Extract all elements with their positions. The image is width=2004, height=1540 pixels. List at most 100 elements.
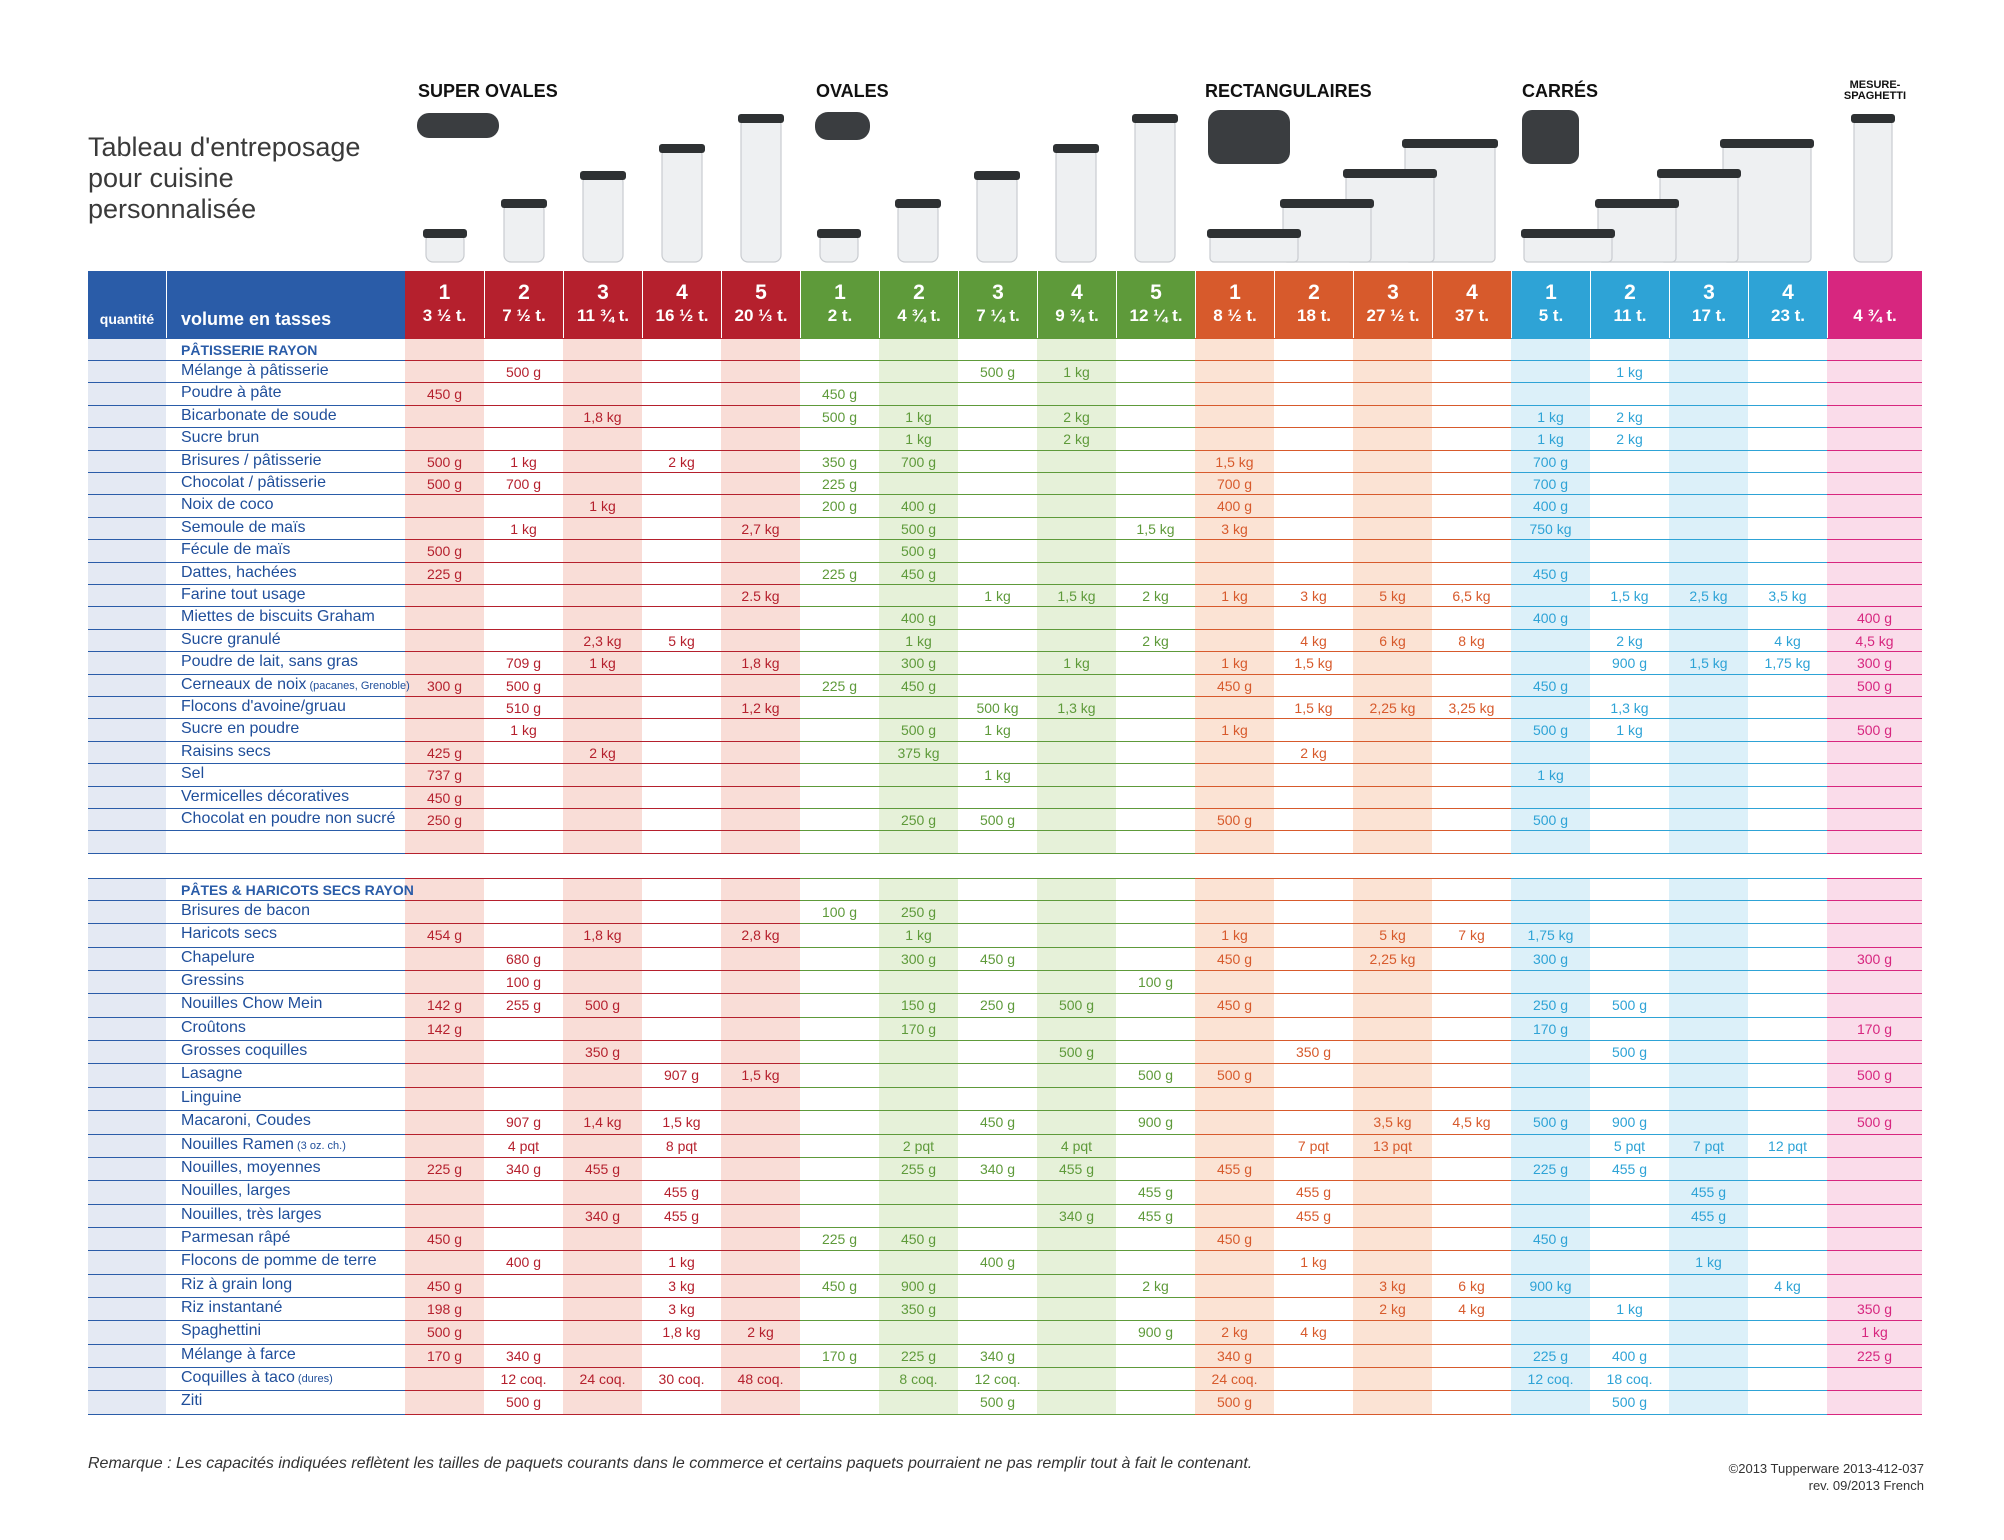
cell-value: 340 g bbox=[979, 1347, 1016, 1364]
cell-value: 170 g bbox=[821, 1347, 858, 1364]
row-rule bbox=[1116, 1087, 1195, 1088]
row-rule bbox=[1274, 741, 1353, 742]
item-name: Sel bbox=[181, 765, 204, 783]
row-rule bbox=[563, 562, 642, 563]
row-rule bbox=[1116, 539, 1195, 540]
row-rule bbox=[1037, 1087, 1116, 1088]
row-rule bbox=[1037, 382, 1116, 383]
row-rule bbox=[1432, 584, 1511, 585]
cell-value: 24 coq. bbox=[1211, 1371, 1258, 1387]
row-rule bbox=[484, 517, 563, 518]
title-line: personnalisée bbox=[88, 194, 257, 224]
row-rule bbox=[958, 900, 1037, 901]
cell-value: 500 g bbox=[1856, 1114, 1893, 1131]
row-rule bbox=[563, 878, 642, 879]
cell-value: 1,5 kg bbox=[1136, 520, 1175, 537]
cell-value: 450 g bbox=[979, 1114, 1016, 1131]
row-rule bbox=[1748, 405, 1827, 406]
row-rule bbox=[721, 427, 800, 428]
cell-value: 1 kg bbox=[589, 498, 616, 515]
row-rule bbox=[88, 606, 405, 607]
row-rule bbox=[642, 853, 721, 854]
cell-value: 4 kg bbox=[1300, 632, 1327, 649]
row-rule bbox=[1432, 1414, 1511, 1415]
row-rule bbox=[1511, 1274, 1590, 1275]
column-number: 1 bbox=[834, 281, 846, 304]
row-rule bbox=[88, 1250, 405, 1251]
container-mesure-spaghetti-lid bbox=[1851, 114, 1895, 123]
row-rule bbox=[405, 1180, 484, 1181]
cell-value: 1 kg bbox=[984, 588, 1011, 604]
row-rule bbox=[1274, 947, 1353, 948]
row-rule bbox=[1274, 1390, 1353, 1391]
row-rule bbox=[1432, 830, 1511, 831]
cell-value: 400 g bbox=[1216, 498, 1253, 515]
cell-value: 250 g bbox=[1532, 997, 1569, 1014]
row-rule bbox=[88, 1274, 405, 1275]
row-rule bbox=[1353, 1367, 1432, 1368]
row-rule bbox=[1827, 629, 1922, 630]
row-rule bbox=[1827, 808, 1922, 809]
row-rule bbox=[88, 1414, 405, 1415]
column-band bbox=[1353, 338, 1432, 853]
row-rule bbox=[1827, 517, 1922, 518]
cell-value: 225 g bbox=[1532, 1347, 1569, 1364]
item-label: Cerneaux de noix bbox=[181, 675, 307, 693]
row-rule bbox=[1274, 923, 1353, 924]
cell-value: 455 g bbox=[663, 1184, 700, 1201]
cell-value: 2,25 kg bbox=[1369, 700, 1416, 716]
row-rule bbox=[484, 696, 563, 697]
item-name: Semoule de maïs bbox=[181, 519, 306, 537]
row-rule bbox=[1195, 1344, 1274, 1345]
item-label: Nouilles, très larges bbox=[181, 1205, 322, 1223]
item-label: Linguine bbox=[181, 1088, 242, 1106]
row-rule bbox=[1037, 674, 1116, 675]
row-rule bbox=[721, 1414, 800, 1415]
cell-value: 300 g bbox=[1532, 950, 1569, 967]
header-column: 4 ¾ t. bbox=[1828, 271, 1922, 338]
column-number: 1 bbox=[1229, 281, 1241, 304]
row-rule bbox=[1748, 808, 1827, 809]
item-name: Flocons de pomme de terre bbox=[181, 1252, 377, 1270]
row-rule bbox=[1827, 1063, 1922, 1064]
column-number: 2 bbox=[518, 281, 530, 304]
row-rule bbox=[958, 970, 1037, 971]
row-rule bbox=[1274, 1344, 1353, 1345]
row-rule bbox=[642, 1390, 721, 1391]
row-rule bbox=[1432, 718, 1511, 719]
cell-value: 2 kg bbox=[1063, 431, 1090, 448]
row-rule bbox=[1590, 853, 1669, 854]
cell-value: 2,7 kg bbox=[741, 520, 780, 537]
cell-value: 455 g bbox=[1690, 1207, 1727, 1224]
row-rule bbox=[1748, 830, 1827, 831]
cell-value: 500 g bbox=[900, 520, 937, 537]
cell-value: 225 g bbox=[821, 476, 858, 492]
row-rule bbox=[1511, 1297, 1590, 1298]
row-rule bbox=[642, 1414, 721, 1415]
cell-value: 100 g bbox=[821, 904, 858, 920]
row-rule bbox=[484, 1134, 563, 1135]
row-rule bbox=[405, 947, 484, 948]
row-rule bbox=[1037, 970, 1116, 971]
cell-value: 250 g bbox=[900, 812, 937, 828]
row-rule bbox=[1116, 1134, 1195, 1135]
column-band bbox=[1827, 338, 1922, 853]
row-rule bbox=[1432, 1063, 1511, 1064]
cell-value: 1 kg bbox=[1221, 588, 1248, 604]
row-rule bbox=[1353, 1040, 1432, 1041]
cell-value: 255 g bbox=[900, 1160, 937, 1177]
header-column: 1 8 ½ t. bbox=[1196, 271, 1274, 338]
row-rule bbox=[642, 427, 721, 428]
row-rule bbox=[1432, 993, 1511, 994]
row-rule bbox=[879, 629, 958, 630]
row-rule bbox=[1195, 1320, 1274, 1321]
item-label: Sucre en poudre bbox=[181, 720, 300, 738]
header-column: 3 7 ¼ t. bbox=[959, 271, 1037, 338]
item-name: Mélange à farce bbox=[181, 1346, 296, 1364]
row-rule bbox=[563, 1134, 642, 1135]
row-rule bbox=[1037, 900, 1116, 901]
row-rule bbox=[958, 674, 1037, 675]
cell-value: 450 g bbox=[1532, 677, 1569, 694]
cell-value: 4 kg bbox=[1774, 1277, 1801, 1294]
row-rule bbox=[1590, 1157, 1669, 1158]
